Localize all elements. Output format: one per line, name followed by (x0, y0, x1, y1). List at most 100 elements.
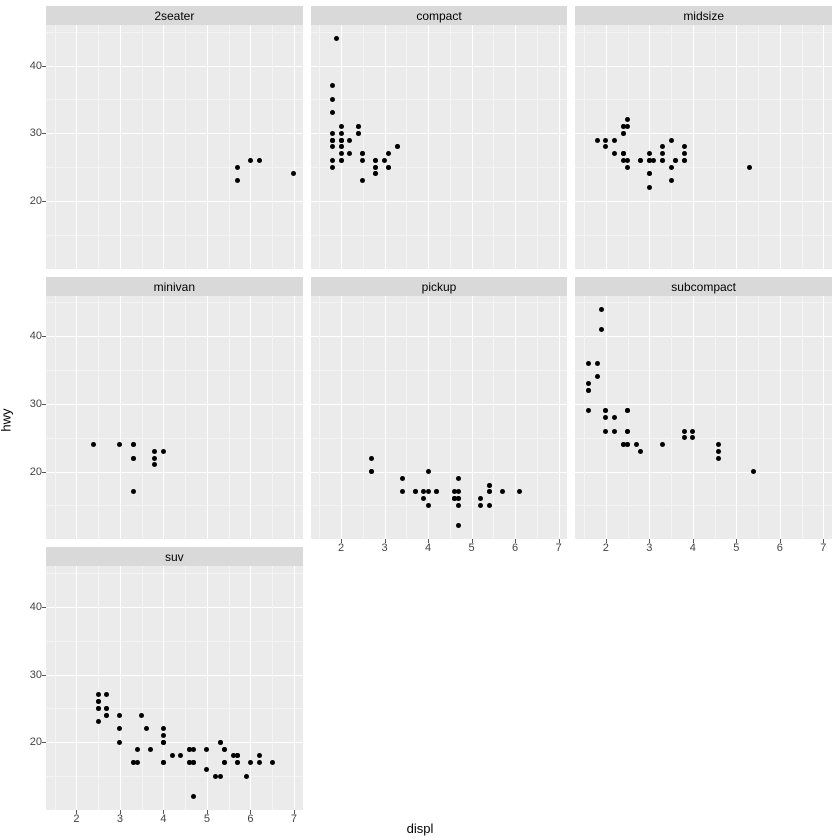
y-axis-title: hwy (0, 408, 14, 431)
data-point (330, 165, 335, 170)
data-point (434, 489, 439, 494)
data-point (235, 178, 240, 183)
data-point (369, 456, 374, 461)
data-point (270, 760, 275, 765)
data-point (595, 374, 600, 379)
y-tick-label: 20 (30, 466, 42, 478)
data-point (152, 449, 157, 454)
data-point (222, 760, 227, 765)
data-point (213, 774, 218, 779)
data-point (191, 794, 196, 799)
data-point (478, 496, 483, 501)
data-point (148, 747, 153, 752)
data-point (651, 158, 656, 163)
data-point (218, 774, 223, 779)
data-point (456, 496, 461, 501)
data-point (751, 469, 756, 474)
data-point (395, 144, 400, 149)
data-point (625, 429, 630, 434)
data-point (330, 97, 335, 102)
data-point (716, 449, 721, 454)
data-point (161, 733, 166, 738)
data-point (682, 435, 687, 440)
y-tick-label: 30 (30, 669, 42, 681)
data-point (139, 713, 144, 718)
facet-grid: 2seater203040compactmidsizeminivan203040… (46, 6, 832, 810)
data-point (682, 429, 687, 434)
facet-minivan: minivan203040 (46, 277, 303, 540)
data-point (339, 158, 344, 163)
data-point (413, 489, 418, 494)
data-point (257, 158, 262, 163)
data-point (235, 760, 240, 765)
data-point (586, 361, 591, 366)
data-point (96, 706, 101, 711)
data-point (161, 760, 166, 765)
data-point (248, 760, 253, 765)
data-point (716, 456, 721, 461)
facet-strip: compact (311, 6, 568, 25)
data-point (339, 124, 344, 129)
y-tick-label: 40 (30, 330, 42, 342)
data-point (152, 456, 157, 461)
y-tick-label: 40 (30, 60, 42, 72)
x-tick-label: 7 (291, 813, 297, 825)
data-point (204, 747, 209, 752)
facet-midsize: midsize (575, 6, 832, 269)
facet-suv: suv203040234567 (46, 547, 303, 810)
data-point (218, 740, 223, 745)
data-point (638, 449, 643, 454)
facet-empty (311, 547, 568, 810)
data-point (716, 442, 721, 447)
data-point (222, 747, 227, 752)
data-point (104, 692, 109, 697)
data-point (235, 165, 240, 170)
data-point (612, 429, 617, 434)
data-point (347, 138, 352, 143)
facet-strip: midsize (575, 6, 832, 25)
data-point (187, 747, 192, 752)
facet-panel (575, 552, 832, 810)
data-point (487, 489, 492, 494)
data-point (96, 699, 101, 704)
data-point (104, 713, 109, 718)
x-tick-label: 5 (204, 813, 210, 825)
data-point (456, 503, 461, 508)
data-point (400, 476, 405, 481)
data-point (603, 429, 608, 434)
data-point (595, 361, 600, 366)
data-point (660, 144, 665, 149)
data-point (257, 760, 262, 765)
data-point (625, 158, 630, 163)
data-point (191, 747, 196, 752)
data-point (330, 158, 335, 163)
data-point (456, 476, 461, 481)
data-point (356, 124, 361, 129)
data-point (603, 138, 608, 143)
data-point (456, 489, 461, 494)
data-point (96, 692, 101, 697)
facet-panel (311, 552, 568, 810)
data-point (660, 442, 665, 447)
y-tick-label: 30 (30, 127, 42, 139)
data-point (339, 138, 344, 143)
data-point (386, 165, 391, 170)
data-point (603, 415, 608, 420)
data-point (625, 408, 630, 413)
data-point (621, 151, 626, 156)
data-point (586, 381, 591, 386)
data-point (517, 489, 522, 494)
data-point (634, 442, 639, 447)
data-point (612, 415, 617, 420)
data-point (291, 171, 296, 176)
data-point (603, 408, 608, 413)
data-point (330, 110, 335, 115)
data-point (669, 165, 674, 170)
data-point (673, 158, 678, 163)
data-point (586, 408, 591, 413)
x-tick-label: 2 (73, 813, 79, 825)
facet-panel: 234567 (575, 296, 832, 540)
data-point (690, 429, 695, 434)
data-point (178, 753, 183, 758)
data-point (612, 151, 617, 156)
